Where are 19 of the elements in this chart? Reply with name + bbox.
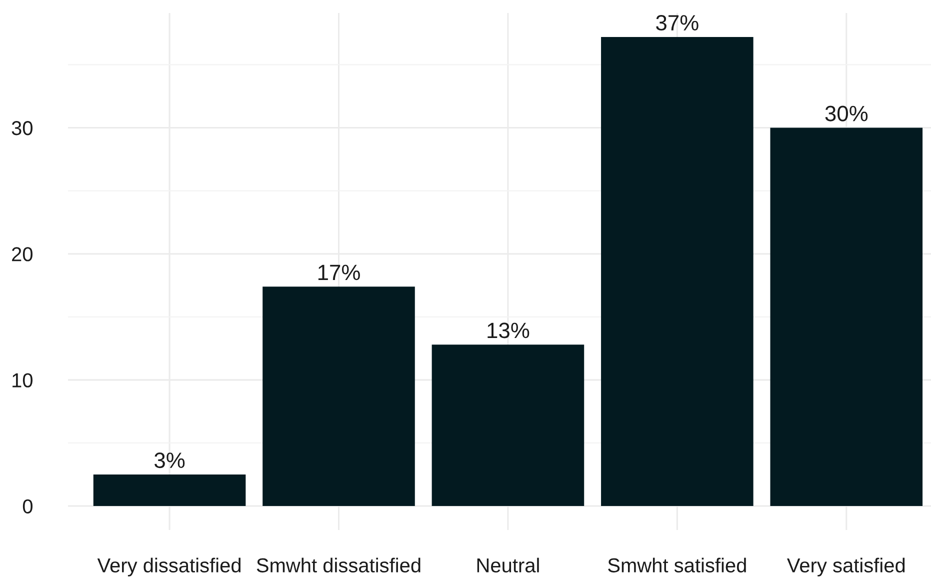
x-tick-label: Smwht satisfied (608, 558, 746, 572)
bar (262, 286, 415, 506)
y-tick-label: 30 (12, 121, 32, 136)
y-tick-label: 20 (12, 247, 32, 262)
data-label: 17% (318, 264, 360, 280)
data-label: 37% (656, 15, 698, 31)
bar (432, 344, 584, 506)
data-label: 3% (154, 452, 185, 468)
bar (601, 36, 754, 506)
bar (770, 128, 923, 506)
bar (93, 474, 246, 506)
x-tick-label: Neutral (477, 558, 539, 572)
x-tick-label: Very satisfied (787, 558, 905, 576)
y-tick-label: 10 (12, 373, 32, 388)
data-label: 30% (825, 106, 868, 122)
y-tick-label: 0 (22, 499, 32, 514)
x-tick-label: Very dissatisfied (97, 558, 240, 576)
x-tick-label: Smwht dissatisfied (256, 558, 420, 572)
data-label: 13% (488, 322, 530, 338)
